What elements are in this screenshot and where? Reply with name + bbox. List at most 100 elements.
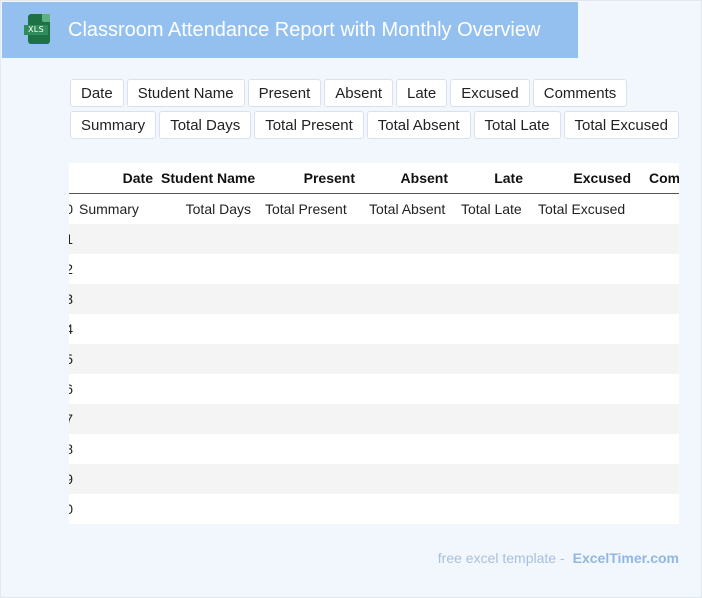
cell-comments[interactable] (639, 344, 679, 374)
cell-student-name[interactable] (161, 254, 265, 284)
cell-late[interactable] (456, 494, 531, 524)
chip-comments[interactable]: Comments (532, 79, 628, 107)
cell-date[interactable]: Summary (73, 193, 161, 224)
cell-student-name[interactable] (161, 434, 265, 464)
cell-late[interactable] (456, 434, 531, 464)
cell-absent[interactable] (363, 404, 456, 434)
cell-index[interactable]: 5 (69, 344, 73, 374)
cell-comments[interactable] (639, 374, 679, 404)
cell-late[interactable] (456, 374, 531, 404)
cell-student-name[interactable] (161, 404, 265, 434)
cell-excused[interactable] (531, 344, 639, 374)
cell-comments[interactable] (639, 404, 679, 434)
cell-student-name[interactable] (161, 224, 265, 254)
cell-absent[interactable] (363, 464, 456, 494)
cell-late[interactable] (456, 464, 531, 494)
cell-excused[interactable] (531, 404, 639, 434)
cell-comments[interactable] (639, 434, 679, 464)
cell-late[interactable] (456, 344, 531, 374)
chip-total-present[interactable]: Total Present (254, 111, 364, 139)
cell-date[interactable] (73, 344, 161, 374)
cell-comments[interactable] (639, 284, 679, 314)
cell-comments[interactable] (639, 193, 679, 224)
cell-excused[interactable]: Total Excused (531, 193, 639, 224)
cell-comments[interactable] (639, 314, 679, 344)
cell-present[interactable] (265, 344, 363, 374)
cell-absent[interactable] (363, 314, 456, 344)
chip-total-late[interactable]: Total Late (473, 111, 561, 139)
cell-excused[interactable] (531, 314, 639, 344)
cell-late[interactable] (456, 404, 531, 434)
cell-date[interactable] (73, 494, 161, 524)
cell-excused[interactable] (531, 464, 639, 494)
cell-late[interactable] (456, 284, 531, 314)
chip-late[interactable]: Late (395, 79, 448, 107)
cell-absent[interactable] (363, 224, 456, 254)
cell-absent[interactable] (363, 344, 456, 374)
cell-present[interactable] (265, 314, 363, 344)
cell-excused[interactable] (531, 494, 639, 524)
chip-total-days[interactable]: Total Days (159, 111, 252, 139)
cell-excused[interactable] (531, 254, 639, 284)
footer-brand-link[interactable]: ExcelTimer.com (572, 550, 679, 566)
cell-late[interactable]: Total Late (456, 193, 531, 224)
cell-absent[interactable]: Total Absent (363, 193, 456, 224)
cell-index[interactable]: 2 (69, 254, 73, 284)
cell-excused[interactable] (531, 284, 639, 314)
chip-total-excused[interactable]: Total Excused (563, 111, 679, 139)
cell-comments[interactable] (639, 254, 679, 284)
cell-student-name[interactable] (161, 494, 265, 524)
cell-present[interactable] (265, 434, 363, 464)
cell-date[interactable] (73, 404, 161, 434)
cell-student-name[interactable] (161, 374, 265, 404)
cell-absent[interactable] (363, 374, 456, 404)
cell-index[interactable]: 6 (69, 374, 73, 404)
cell-date[interactable] (73, 374, 161, 404)
chip-date[interactable]: Date (70, 79, 124, 107)
cell-excused[interactable] (531, 224, 639, 254)
cell-absent[interactable] (363, 284, 456, 314)
cell-student-name[interactable] (161, 344, 265, 374)
cell-absent[interactable] (363, 494, 456, 524)
cell-date[interactable] (73, 314, 161, 344)
cell-student-name[interactable] (161, 314, 265, 344)
cell-date[interactable] (73, 464, 161, 494)
cell-index[interactable]: 7 (69, 404, 73, 434)
chip-summary[interactable]: Summary (70, 111, 157, 139)
cell-present[interactable] (265, 254, 363, 284)
cell-comments[interactable] (639, 464, 679, 494)
cell-index[interactable]: 4 (69, 314, 73, 344)
cell-present[interactable] (265, 494, 363, 524)
cell-present[interactable] (265, 374, 363, 404)
cell-absent[interactable] (363, 434, 456, 464)
cell-index[interactable]: 8 (69, 434, 73, 464)
cell-date[interactable] (73, 254, 161, 284)
cell-index[interactable]: 3 (69, 284, 73, 314)
chip-total-absent[interactable]: Total Absent (366, 111, 471, 139)
cell-present[interactable] (265, 464, 363, 494)
chip-present[interactable]: Present (247, 79, 322, 107)
cell-present[interactable] (265, 404, 363, 434)
cell-student-name[interactable]: Total Days (161, 193, 265, 224)
cell-late[interactable] (456, 254, 531, 284)
cell-date[interactable] (73, 434, 161, 464)
cell-excused[interactable] (531, 374, 639, 404)
chip-excused[interactable]: Excused (450, 79, 530, 107)
cell-present[interactable]: Total Present (265, 193, 363, 224)
cell-date[interactable] (73, 224, 161, 254)
cell-absent[interactable] (363, 254, 456, 284)
cell-date[interactable] (73, 284, 161, 314)
cell-present[interactable] (265, 224, 363, 254)
cell-student-name[interactable] (161, 284, 265, 314)
cell-student-name[interactable] (161, 464, 265, 494)
cell-index[interactable]: 0 (69, 193, 73, 224)
cell-late[interactable] (456, 224, 531, 254)
cell-late[interactable] (456, 314, 531, 344)
chip-student-name[interactable]: Student Name (126, 79, 245, 107)
cell-comments[interactable] (639, 224, 679, 254)
cell-present[interactable] (265, 284, 363, 314)
cell-excused[interactable] (531, 434, 639, 464)
cell-index[interactable]: 1 (69, 224, 73, 254)
cell-index[interactable]: 0 (69, 494, 73, 524)
chip-absent[interactable]: Absent (324, 79, 393, 107)
